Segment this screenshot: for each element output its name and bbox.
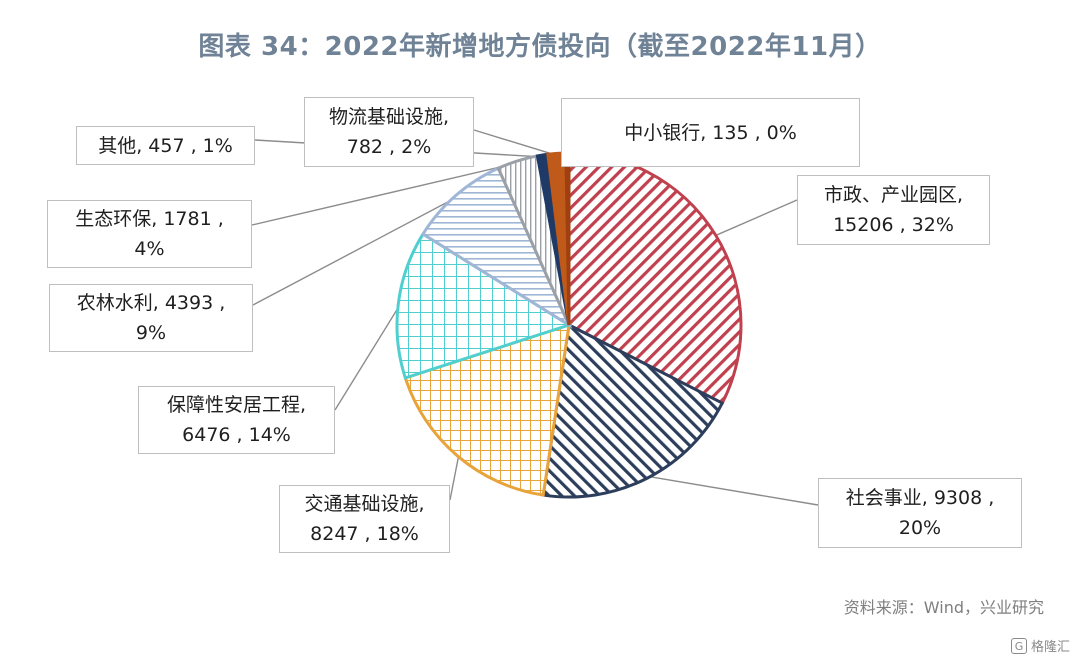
label-eco-line1: 生态环保, 1781 , xyxy=(75,208,224,230)
label-social-line2: 20% xyxy=(898,517,942,539)
label-eco: 生态环保, 1781 , 4% xyxy=(47,200,252,268)
label-municipal-line1: 市政、产业园区, xyxy=(823,184,964,206)
label-logistics-line1: 物流基础设施, xyxy=(328,106,450,128)
pie-slice xyxy=(420,166,573,329)
leader-line xyxy=(449,454,460,501)
label-other: 其他, 457 , 1% xyxy=(76,126,255,165)
pie-slice xyxy=(395,231,573,380)
leader-line xyxy=(251,162,519,226)
label-bank: 中小银行, 135 , 0% xyxy=(561,98,860,167)
pie-slice xyxy=(541,322,725,499)
label-transport-line1: 交通基础设施, xyxy=(304,493,425,515)
label-municipal: 市政、产业园区, 15206 , 32% xyxy=(797,175,990,245)
label-housing: 保障性安居工程, 6476 , 14% xyxy=(138,386,335,454)
pie-slices xyxy=(395,151,743,499)
leader-line xyxy=(473,129,558,157)
label-municipal-line2: 15206 , 32% xyxy=(833,214,954,236)
label-agri-line2: 9% xyxy=(135,322,167,344)
leader-line xyxy=(713,199,798,237)
leader-line xyxy=(252,196,458,306)
label-social: 社会事业, 9308 , 20% xyxy=(818,478,1022,548)
label-housing-line2: 6476 , 14% xyxy=(182,424,291,446)
label-logistics-line2: 782 , 2% xyxy=(346,136,432,158)
label-other-line1: 其他, 457 , 1% xyxy=(98,134,233,157)
pie-slice xyxy=(403,322,571,497)
label-housing-line1: 保障性安居工程, xyxy=(166,394,307,416)
watermark-text: 格隆汇 xyxy=(1030,640,1070,655)
label-transport: 交通基础设施, 8247 , 18% xyxy=(279,485,450,553)
leader-line xyxy=(334,303,401,411)
watermark-logo-icon: G xyxy=(1010,637,1027,654)
watermark: G 格隆汇 xyxy=(1010,636,1070,655)
label-agri-line1: 农林水利, 4393 , xyxy=(76,292,226,314)
chart-title: 图表 34：2022年新增地方债投向（截至2022年11月） xyxy=(198,32,882,62)
label-eco-line2: 4% xyxy=(134,238,165,260)
label-social-line1: 社会事业, 9308 , xyxy=(845,487,995,509)
leader-line xyxy=(646,475,819,506)
label-bank-line1: 中小银行, 135 , 0% xyxy=(624,121,797,144)
label-transport-line2: 8247 , 18% xyxy=(310,523,419,545)
label-agri: 农林水利, 4393 , 9% xyxy=(49,284,253,352)
source-note: 资料来源：Wind，兴业研究 xyxy=(843,598,1044,617)
label-logistics: 物流基础设施, 782 , 2% xyxy=(304,97,474,167)
